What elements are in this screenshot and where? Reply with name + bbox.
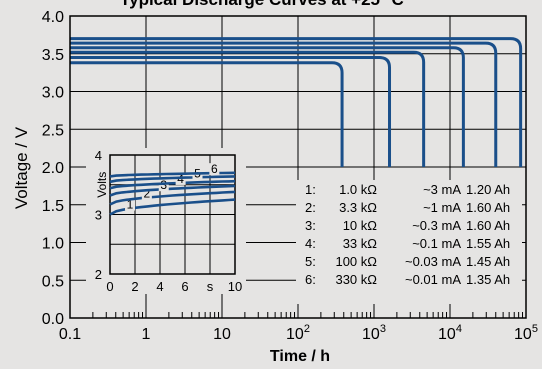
y-tick-label: 2.5 — [42, 122, 64, 139]
inset-curve-label-6: 6 — [211, 162, 218, 176]
legend: 1: 1.0 kΩ ~3 mA 1.20 Ah 2: 3.3 kΩ ~1 mA 1.60 Ah… — [296, 180, 522, 304]
main-axes: 0.00.51.01.52.02.53.03.54.00.1 1 10 102 103 1… — [42, 9, 538, 343]
chart-title: Typical Discharge Curves at +25 °C — [120, 0, 404, 9]
discharge-curve-2 — [70, 56, 392, 167]
legend-bg — [296, 180, 522, 304]
inset-x-tick-label: s — [207, 279, 214, 294]
inset-curve-label-bg — [125, 198, 135, 211]
legend-current: ~0.3 mA — [412, 218, 461, 233]
discharge-curve-6 — [70, 37, 523, 167]
inset-y-tick-label: 2 — [95, 267, 102, 282]
legend-current: ~0.03 mA — [405, 254, 461, 269]
x-tick-label: 103 — [362, 323, 386, 343]
legend-capacity: 1.45 Ah — [466, 254, 510, 269]
legend-current: ~0.1 mA — [412, 236, 461, 251]
discharge-curve-3 — [70, 50, 426, 167]
inset-y-axis-label: Volts — [95, 172, 109, 198]
y-tick-label: 2.0 — [42, 160, 64, 177]
inset-curve-label-bg — [141, 187, 152, 200]
y-tick-label: 3.0 — [42, 85, 64, 102]
legend-resistance: 33 kΩ — [343, 236, 378, 251]
inset-curve-label-3: 3 — [160, 178, 167, 192]
discharge-curve-1 — [70, 61, 344, 167]
inset-curve-label-bg — [209, 163, 220, 176]
legend-resistance: 1.0 kΩ — [339, 182, 377, 197]
legend-resistance: 330 kΩ — [335, 272, 377, 287]
y-tick-label: 1.0 — [42, 236, 64, 253]
y-tick-label: 0.0 — [42, 311, 64, 328]
inset-curve-label-bg — [158, 179, 169, 192]
x-tick-label: 105 — [514, 323, 538, 343]
legend-resistance: 100 kΩ — [335, 254, 377, 269]
inset-x-tick-label: 2 — [131, 279, 138, 294]
y-tick-label: 1.5 — [42, 198, 64, 215]
inset-curve-3 — [109, 184, 236, 197]
inset-curve-4 — [109, 179, 236, 190]
legend-capacity: 1.20 Ah — [466, 182, 510, 197]
legend-number: 2: — [305, 200, 316, 215]
x-tick-label: 0.1 — [59, 326, 81, 343]
inset-x-tick-label: 6 — [181, 279, 188, 294]
x-tick-label: 104 — [438, 323, 462, 343]
y-tick-label: 4.0 — [42, 9, 64, 26]
legend-capacity: 1.60 Ah — [466, 200, 510, 215]
legend-number: 3: — [305, 218, 316, 233]
x-axis-label: Time / h — [270, 348, 330, 365]
inset-curve-label-1: 1 — [127, 198, 134, 212]
plot-frame — [69, 15, 527, 319]
legend-capacity: 1.55 Ah — [466, 236, 510, 251]
inset-y-tick-label: 4 — [95, 148, 102, 163]
legend-number: 1: — [305, 182, 316, 197]
inset-curve-label-2: 2 — [144, 187, 151, 201]
x-tick-label: 10 — [213, 326, 231, 343]
legend-capacity: 1.35 Ah — [466, 272, 510, 287]
discharge-curve-5 — [70, 41, 498, 167]
x-tick-label: 1 — [142, 326, 151, 343]
legend-number: 5: — [305, 254, 316, 269]
legend-capacity: 1.60 Ah — [466, 218, 510, 233]
y-tick-label: 3.5 — [42, 47, 64, 64]
inset-x-tick-label: 4 — [156, 279, 163, 294]
inset-y-tick-label: 3 — [95, 208, 102, 223]
legend-number: 6: — [305, 272, 316, 287]
inset-x-tick-label: 10 — [228, 279, 242, 294]
x-tick-label: 102 — [286, 323, 310, 343]
legend-current: ~3 mA — [423, 182, 461, 197]
legend-current: ~1 mA — [423, 200, 461, 215]
y-tick-label: 0.5 — [42, 273, 64, 290]
inset-curve-2 — [109, 190, 236, 206]
inset-curve-5 — [109, 175, 236, 184]
discharge-curve-4 — [70, 46, 465, 167]
legend-resistance: 10 kΩ — [343, 218, 378, 233]
legend-current: ~0.01 mA — [405, 272, 461, 287]
inset-x-tick-label: 0 — [106, 279, 113, 294]
legend-number: 4: — [305, 236, 316, 251]
y-axis-label: Voltage / V — [12, 126, 31, 209]
legend-resistance: 3.3 kΩ — [339, 200, 377, 215]
